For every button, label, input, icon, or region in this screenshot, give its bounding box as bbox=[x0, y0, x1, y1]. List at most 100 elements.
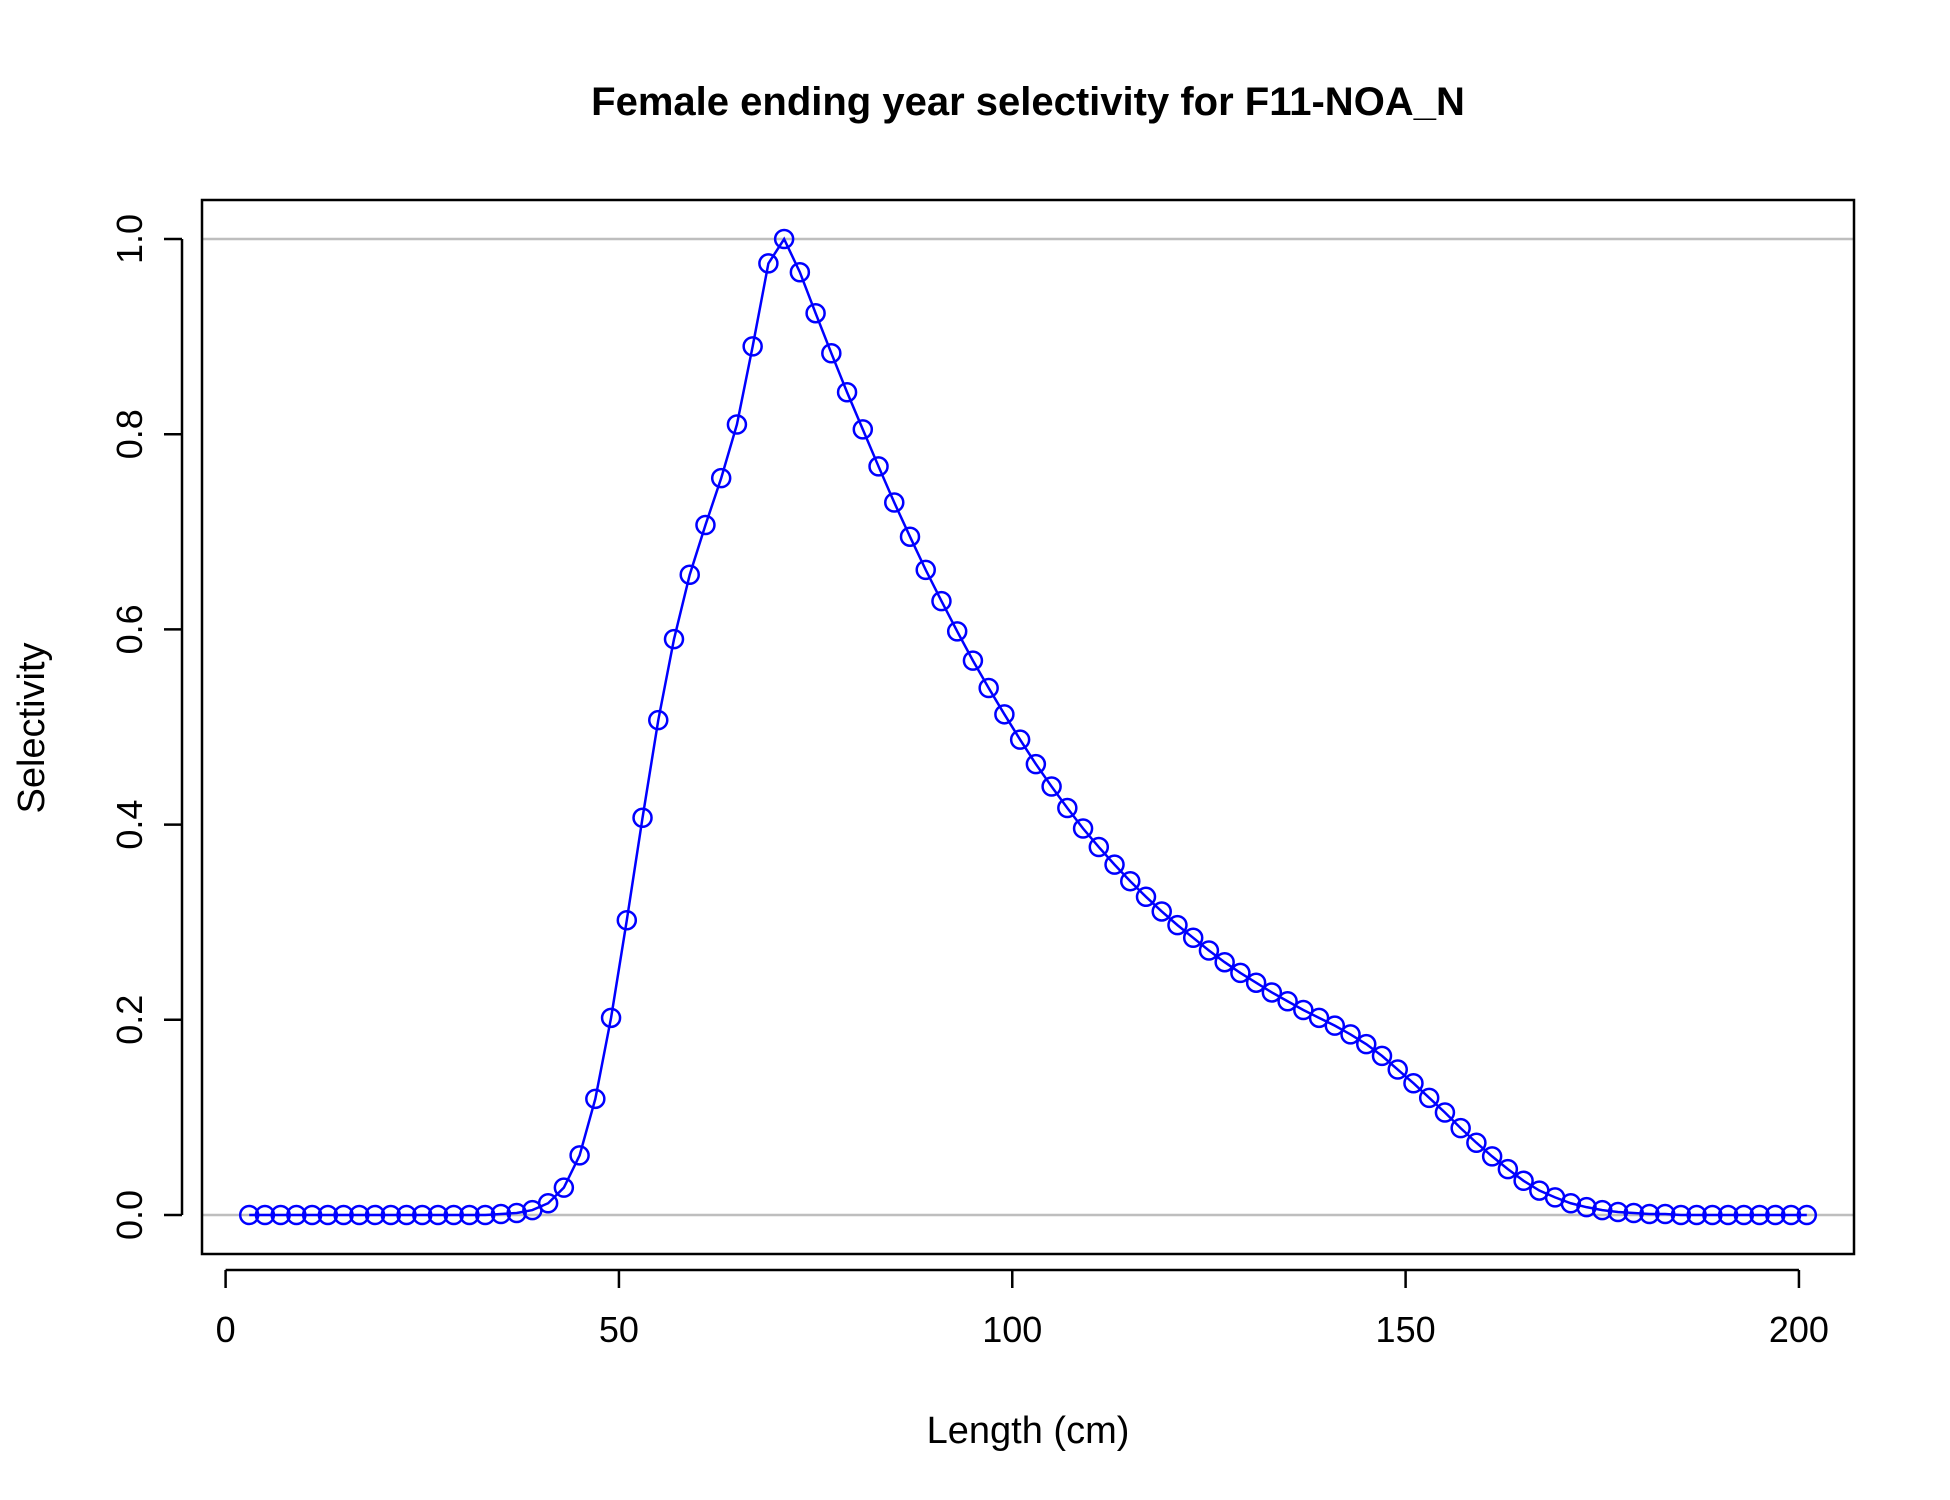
data-point bbox=[805, 302, 826, 324]
data-point bbox=[1261, 982, 1283, 1003]
data-point bbox=[789, 261, 811, 283]
data-point bbox=[585, 1088, 606, 1110]
data-point bbox=[506, 1202, 527, 1224]
y-tick-label-0: 0.0 bbox=[109, 1190, 150, 1240]
data-point bbox=[1796, 1204, 1818, 1226]
data-point bbox=[1466, 1132, 1487, 1153]
data-point bbox=[1497, 1158, 1519, 1180]
x-axis: 0 50 100 150 200 bbox=[216, 1268, 1829, 1350]
data-point bbox=[836, 382, 858, 403]
data-point bbox=[632, 807, 653, 829]
data-point bbox=[1749, 1204, 1770, 1226]
data-point bbox=[1025, 753, 1047, 775]
data-point bbox=[569, 1145, 590, 1166]
data-point bbox=[962, 650, 984, 671]
data-point bbox=[1765, 1204, 1786, 1226]
data-point bbox=[1387, 1059, 1408, 1080]
data-point bbox=[349, 1204, 370, 1226]
data-point bbox=[1780, 1204, 1802, 1226]
data-point bbox=[773, 228, 795, 250]
data-point bbox=[364, 1204, 386, 1226]
data-point bbox=[1356, 1033, 1377, 1055]
data-point bbox=[1686, 1204, 1707, 1226]
data-point bbox=[1371, 1045, 1393, 1067]
data-point bbox=[1717, 1204, 1739, 1226]
data-point bbox=[1654, 1203, 1676, 1225]
data-point bbox=[380, 1204, 402, 1226]
data-point bbox=[726, 414, 748, 435]
x-tick-label-2: 100 bbox=[982, 1309, 1042, 1350]
y-tick-label-3: 0.6 bbox=[109, 604, 150, 654]
data-point bbox=[600, 1007, 622, 1029]
data-point bbox=[553, 1177, 575, 1198]
data-point bbox=[412, 1204, 433, 1226]
data-point bbox=[1009, 729, 1031, 750]
data-point bbox=[1513, 1170, 1534, 1192]
y-tick-label-1: 0.2 bbox=[109, 995, 150, 1045]
data-point bbox=[1340, 1024, 1361, 1045]
data-point bbox=[1639, 1203, 1660, 1225]
data-point bbox=[1041, 776, 1062, 797]
y-tick-label-5: 1.0 bbox=[109, 214, 150, 264]
data-point bbox=[396, 1204, 417, 1226]
data-point bbox=[695, 514, 716, 536]
data-point bbox=[254, 1204, 276, 1226]
data-point bbox=[443, 1204, 464, 1226]
data-point bbox=[616, 909, 638, 931]
data-point bbox=[317, 1204, 339, 1226]
data-point bbox=[994, 704, 1015, 725]
data-point bbox=[1135, 886, 1157, 908]
series-line-0 bbox=[249, 236, 1807, 1217]
y-axis-label: Selectivity bbox=[11, 642, 53, 813]
data-point bbox=[1182, 927, 1204, 949]
data-point bbox=[1670, 1204, 1692, 1226]
data-point bbox=[474, 1204, 496, 1226]
data-point bbox=[852, 419, 874, 440]
data-point bbox=[821, 342, 842, 364]
y-tick-label-4: 0.8 bbox=[109, 409, 150, 459]
x-tick-label-1: 50 bbox=[599, 1309, 639, 1350]
data-point bbox=[946, 621, 968, 642]
x-tick-label-3: 150 bbox=[1376, 1309, 1436, 1350]
data-point bbox=[931, 590, 952, 612]
y-tick-label-2: 0.4 bbox=[109, 800, 150, 850]
data-point bbox=[1293, 999, 1314, 1021]
data-point bbox=[270, 1204, 291, 1226]
data-point bbox=[490, 1203, 512, 1225]
data-point bbox=[1308, 1007, 1330, 1029]
data-point bbox=[1120, 870, 1141, 892]
data-point bbox=[915, 559, 936, 581]
x-tick-label-4: 200 bbox=[1769, 1309, 1829, 1350]
data-point bbox=[1072, 818, 1094, 839]
data-point bbox=[1245, 972, 1267, 993]
data-point bbox=[1607, 1201, 1629, 1223]
data-point bbox=[978, 677, 999, 699]
data-point bbox=[1167, 914, 1188, 936]
data-point bbox=[286, 1204, 307, 1226]
data-point bbox=[884, 492, 905, 513]
data-point bbox=[663, 628, 685, 650]
x-axis-label: Length (cm) bbox=[927, 1410, 1130, 1452]
data-point bbox=[648, 709, 669, 731]
data-point bbox=[868, 456, 889, 477]
data-point bbox=[459, 1204, 480, 1226]
data-point bbox=[1623, 1202, 1644, 1224]
data-point bbox=[1481, 1146, 1503, 1167]
plot-frame bbox=[200, 198, 1856, 1256]
reference-lines bbox=[202, 237, 1854, 1217]
data-point bbox=[1057, 797, 1078, 819]
data-point bbox=[1403, 1072, 1424, 1094]
data-point bbox=[1088, 836, 1110, 858]
data-point bbox=[1418, 1087, 1440, 1109]
data-point bbox=[1277, 990, 1298, 1012]
data-point bbox=[427, 1204, 449, 1226]
chart-title: Female ending year selectivity for F11-N… bbox=[591, 80, 1465, 124]
data-point bbox=[238, 1204, 260, 1226]
data-point bbox=[1576, 1196, 1597, 1218]
data-point bbox=[1702, 1204, 1723, 1226]
data-point bbox=[899, 526, 921, 547]
data-point bbox=[1214, 951, 1235, 973]
data-point bbox=[1198, 940, 1220, 961]
